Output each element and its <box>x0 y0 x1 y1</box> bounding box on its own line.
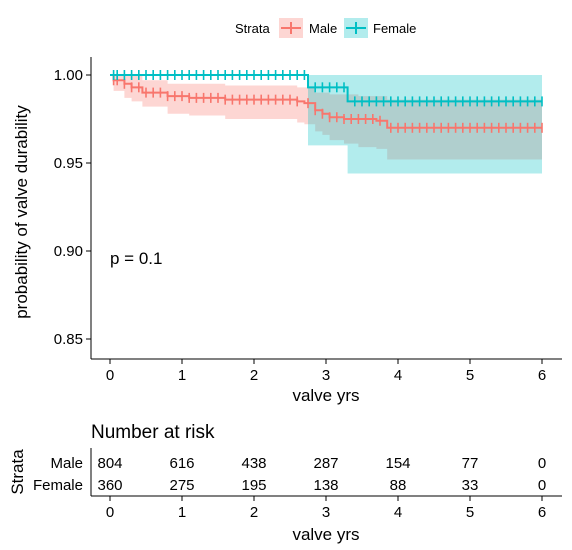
risk-value-female: 138 <box>313 477 338 494</box>
risk-x-tick-label: 4 <box>394 504 402 521</box>
risk-value-female: 275 <box>169 477 194 494</box>
risk-value-female: 88 <box>390 477 407 494</box>
censor-marks <box>112 70 543 133</box>
risk-x-tick-label: 0 <box>106 504 114 521</box>
risk-value-male: 287 <box>313 455 338 472</box>
risk-value-male: 804 <box>97 455 122 472</box>
x-axis-ticks: 0 1 2 3 4 5 6 <box>106 359 546 384</box>
risk-x-tick-label: 3 <box>322 504 330 521</box>
y-tick-label: 0.95 <box>54 155 83 172</box>
risk-value-male: 616 <box>169 455 194 472</box>
x-tick-label: 6 <box>538 367 546 384</box>
risk-x-tick-label: 5 <box>466 504 474 521</box>
legend: Strata Male Female <box>235 18 416 38</box>
y-tick-label: 0.85 <box>54 331 83 348</box>
y-axis-ticks: 0.85 0.90 0.95 1.00 <box>54 67 91 348</box>
risk-x-tick-label: 2 <box>250 504 258 521</box>
x-tick-label: 3 <box>322 367 330 384</box>
risk-value-male: 438 <box>241 455 266 472</box>
legend-title: Strata <box>235 21 270 36</box>
risk-value-male: 77 <box>462 455 479 472</box>
risk-value-male: 154 <box>385 455 410 472</box>
risk-table-values: 804 616 438 287 154 77 0 360 275 195 138 88 33 0 <box>97 455 546 494</box>
legend-entry-male: Male <box>309 21 337 36</box>
x-tick-label: 4 <box>394 367 402 384</box>
risk-x-tick-label: 1 <box>178 504 186 521</box>
x-tick-label: 0 <box>106 367 114 384</box>
risk-value-female: 33 <box>462 477 479 494</box>
risk-row-label-male: Male <box>50 455 83 472</box>
x-tick-label: 1 <box>178 367 186 384</box>
risk-x-tick-label: 6 <box>538 504 546 521</box>
risk-value-female: 195 <box>241 477 266 494</box>
y-axis-title: probability of valve durability <box>12 105 31 319</box>
risk-table-x-ticks: 0 1 2 3 4 5 6 <box>106 496 546 521</box>
legend-entry-female: Female <box>373 21 416 36</box>
risk-value-male: 0 <box>538 455 546 472</box>
risk-row-label-female: Female <box>33 477 83 494</box>
x-tick-label: 2 <box>250 367 258 384</box>
risk-table-x-title: valve yrs <box>292 525 359 544</box>
y-tick-label: 1.00 <box>54 67 83 84</box>
x-tick-label: 5 <box>466 367 474 384</box>
risk-value-female: 360 <box>97 477 122 494</box>
risk-value-female: 0 <box>538 477 546 494</box>
y-tick-label: 0.90 <box>54 243 83 260</box>
p-value-annotation: p = 0.1 <box>110 249 162 268</box>
risk-table-title: Number at risk <box>91 422 215 443</box>
risk-table-y-title: Strata <box>8 449 27 495</box>
x-axis-title: valve yrs <box>292 386 359 405</box>
